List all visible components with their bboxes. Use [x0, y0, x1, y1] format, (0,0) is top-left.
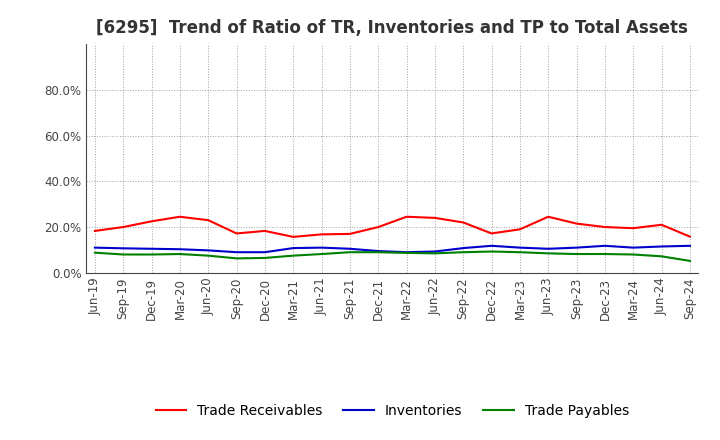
- Trade Payables: [289, 253, 297, 258]
- Trade Payables: [119, 252, 127, 257]
- Trade Payables: [148, 252, 156, 257]
- Trade Receivables: [148, 219, 156, 224]
- Inventories: [459, 246, 467, 251]
- Title: [6295]  Trend of Ratio of TR, Inventories and TP to Total Assets: [6295] Trend of Ratio of TR, Inventories…: [96, 19, 688, 37]
- Trade Receivables: [459, 220, 467, 225]
- Inventories: [657, 244, 666, 249]
- Trade Receivables: [261, 228, 269, 234]
- Inventories: [289, 246, 297, 251]
- Inventories: [91, 245, 99, 250]
- Trade Receivables: [346, 231, 354, 237]
- Trade Payables: [516, 249, 524, 255]
- Trade Receivables: [629, 226, 637, 231]
- Trade Receivables: [289, 234, 297, 239]
- Trade Receivables: [516, 227, 524, 232]
- Trade Receivables: [657, 222, 666, 227]
- Inventories: [176, 246, 184, 252]
- Inventories: [204, 248, 212, 253]
- Trade Payables: [346, 249, 354, 255]
- Line: Inventories: Inventories: [95, 246, 690, 252]
- Trade Receivables: [91, 228, 99, 234]
- Trade Payables: [544, 251, 552, 256]
- Inventories: [516, 245, 524, 250]
- Trade Payables: [431, 251, 439, 256]
- Inventories: [629, 245, 637, 250]
- Trade Receivables: [431, 215, 439, 220]
- Trade Receivables: [600, 224, 609, 230]
- Trade Receivables: [119, 224, 127, 230]
- Inventories: [318, 245, 326, 250]
- Inventories: [487, 243, 496, 249]
- Trade Receivables: [318, 232, 326, 237]
- Line: Trade Receivables: Trade Receivables: [95, 217, 690, 237]
- Trade Receivables: [402, 214, 411, 220]
- Inventories: [233, 249, 241, 255]
- Inventories: [119, 246, 127, 251]
- Trade Payables: [402, 250, 411, 256]
- Trade Payables: [233, 256, 241, 261]
- Inventories: [261, 249, 269, 255]
- Trade Receivables: [176, 214, 184, 220]
- Inventories: [431, 249, 439, 254]
- Inventories: [148, 246, 156, 251]
- Trade Payables: [459, 249, 467, 255]
- Trade Receivables: [374, 224, 382, 230]
- Trade Payables: [572, 251, 581, 257]
- Trade Payables: [374, 249, 382, 255]
- Inventories: [346, 246, 354, 251]
- Inventories: [600, 243, 609, 249]
- Trade Payables: [487, 249, 496, 254]
- Inventories: [544, 246, 552, 251]
- Trade Payables: [91, 250, 99, 255]
- Inventories: [685, 243, 694, 249]
- Trade Receivables: [572, 221, 581, 226]
- Inventories: [402, 249, 411, 255]
- Trade Receivables: [685, 234, 694, 239]
- Trade Payables: [685, 258, 694, 264]
- Inventories: [374, 249, 382, 254]
- Trade Payables: [629, 252, 637, 257]
- Trade Receivables: [487, 231, 496, 236]
- Trade Payables: [176, 251, 184, 257]
- Trade Payables: [600, 251, 609, 257]
- Trade Receivables: [544, 214, 552, 220]
- Line: Trade Payables: Trade Payables: [95, 252, 690, 261]
- Trade Receivables: [204, 217, 212, 223]
- Trade Payables: [318, 251, 326, 257]
- Trade Payables: [204, 253, 212, 258]
- Trade Payables: [657, 254, 666, 259]
- Trade Payables: [261, 255, 269, 260]
- Trade Receivables: [233, 231, 241, 236]
- Legend: Trade Receivables, Inventories, Trade Payables: Trade Receivables, Inventories, Trade Pa…: [150, 399, 635, 424]
- Inventories: [572, 245, 581, 250]
